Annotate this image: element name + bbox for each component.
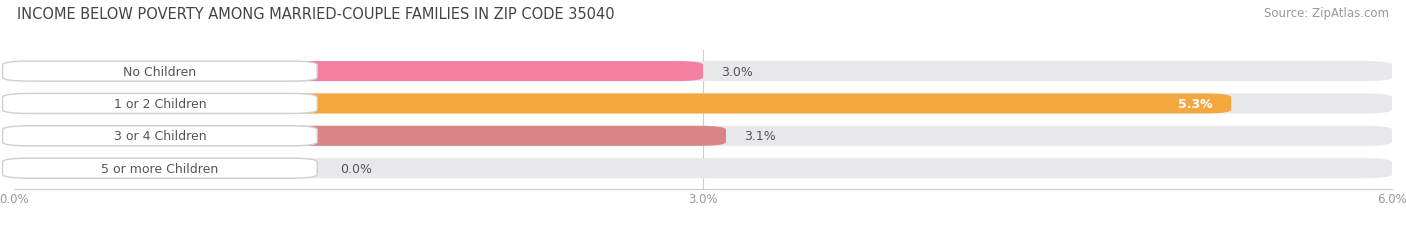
FancyBboxPatch shape [14, 94, 1232, 114]
FancyBboxPatch shape [14, 158, 1392, 179]
Text: INCOME BELOW POVERTY AMONG MARRIED-COUPLE FAMILIES IN ZIP CODE 35040: INCOME BELOW POVERTY AMONG MARRIED-COUPL… [17, 7, 614, 22]
Text: 5 or more Children: 5 or more Children [101, 162, 218, 175]
Text: 5.3%: 5.3% [1178, 97, 1213, 110]
Text: No Children: No Children [124, 65, 197, 78]
FancyBboxPatch shape [3, 94, 318, 114]
FancyBboxPatch shape [14, 126, 1392, 146]
Text: 3 or 4 Children: 3 or 4 Children [114, 130, 207, 143]
FancyBboxPatch shape [14, 62, 1392, 82]
FancyBboxPatch shape [3, 62, 318, 82]
Text: 0.0%: 0.0% [340, 162, 373, 175]
FancyBboxPatch shape [3, 158, 318, 179]
Text: 3.0%: 3.0% [721, 65, 754, 78]
FancyBboxPatch shape [14, 126, 725, 146]
Text: Source: ZipAtlas.com: Source: ZipAtlas.com [1264, 7, 1389, 20]
Text: 3.1%: 3.1% [744, 130, 776, 143]
FancyBboxPatch shape [14, 62, 703, 82]
FancyBboxPatch shape [14, 94, 1392, 114]
Text: 1 or 2 Children: 1 or 2 Children [114, 97, 207, 110]
FancyBboxPatch shape [3, 126, 318, 146]
